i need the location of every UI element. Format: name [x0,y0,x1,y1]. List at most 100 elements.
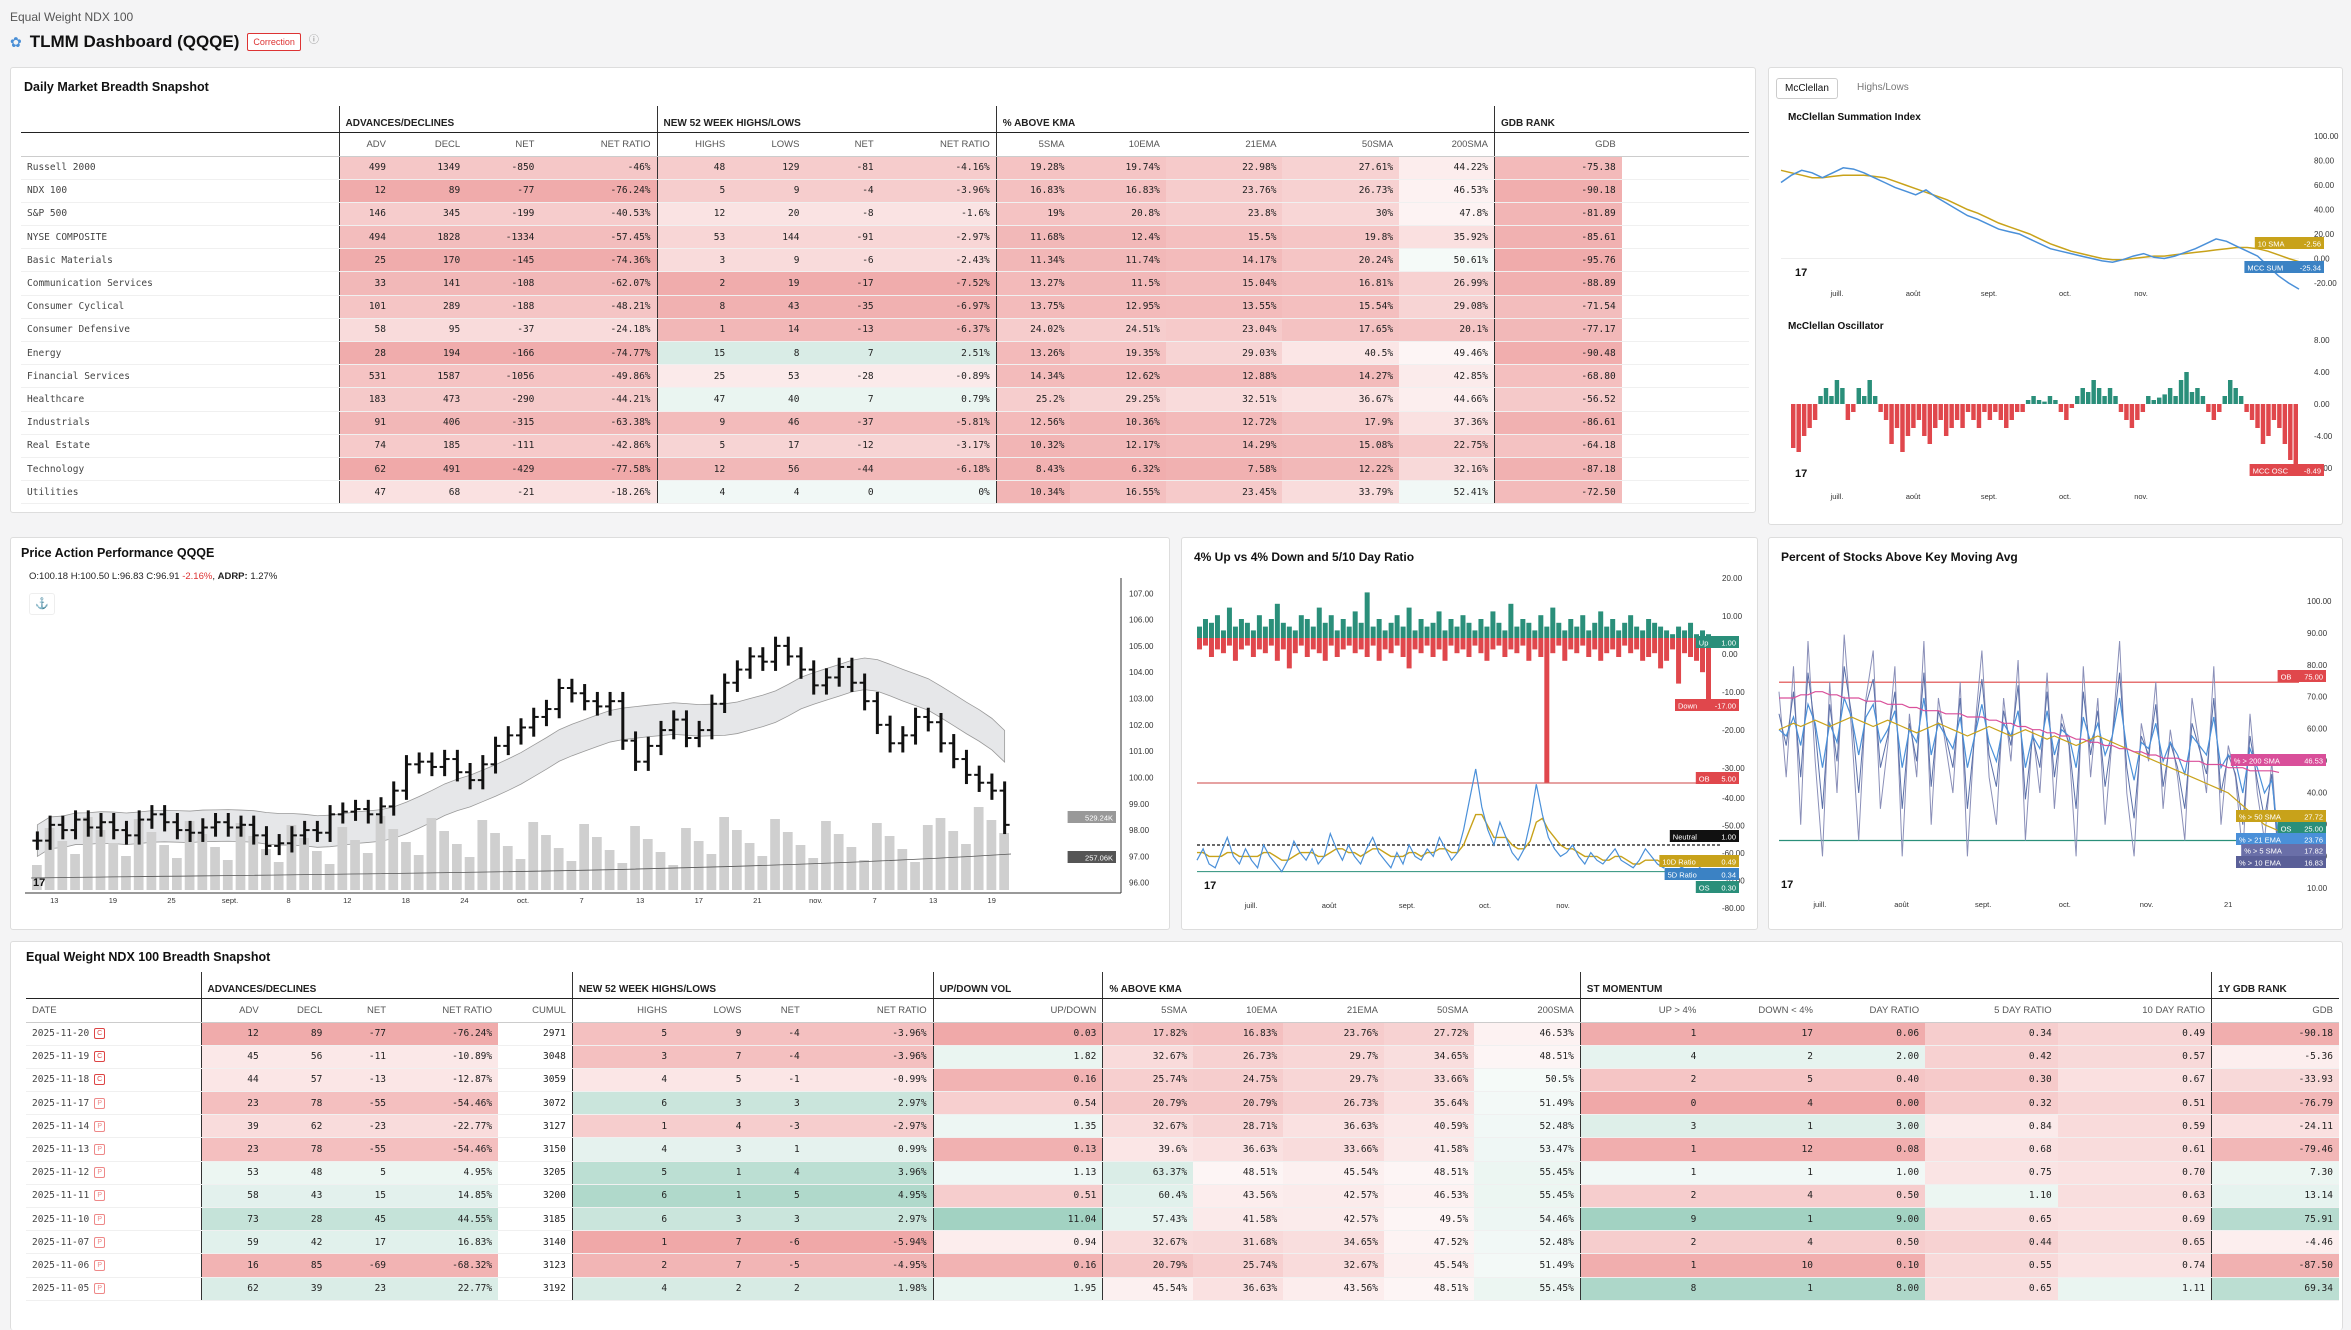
table-row[interactable]: 2025-11-11 P 58 43 15 14.85% 3200 6 1 5 4.95% 0.51 6… [26,1184,2339,1209]
table-cell: 406 [392,411,467,435]
table-cell: 0% [879,480,997,505]
table-cell: 12.56% [995,411,1071,435]
table-row[interactable]: 2025-11-07 P 59 42 17 16.83% 3140 1 7 -6 -5.94% 0.9… [26,1230,2339,1255]
col-header[interactable]: NET RATIO [879,132,997,157]
table-cell: -81.89 [1493,202,1622,227]
col-header[interactable]: 10EMA [1070,132,1166,157]
table-row[interactable]: Financial Services 531 1587 -1056 -49.86% 25 5… [21,364,1749,389]
table-row[interactable]: Real Estate 74 185 -111 -42.86% 5 17 -12 -3.17% 1… [21,434,1749,458]
table-row[interactable]: 2025-11-18 C 44 57 -13 -12.87% 3059 4 5 -1 -0.99% 0… [26,1068,2339,1093]
col-header[interactable]: UP > 4% [1579,998,1703,1023]
col-header[interactable]: LOWS [673,998,748,1023]
table-row[interactable]: 2025-11-20 C 12 89 -77 -76.24% 2971 5 9 -4 -3.96% 0… [26,1022,2339,1046]
col-header[interactable]: LOWS [731,132,806,157]
col-header[interactable]: DECL [392,132,467,157]
col-header[interactable]: 5SMA [995,132,1071,157]
table-cell: 43 [731,295,806,319]
col-header[interactable]: 21EMA [1165,132,1283,157]
osc-bar [2217,404,2222,412]
volume-bar [235,823,246,890]
col-header[interactable]: HIGHS [656,132,732,157]
table-cell: -11 [328,1045,393,1069]
up-bar [1400,626,1406,638]
table-row[interactable]: 2025-11-10 P 73 28 45 44.55% 3185 6 3 3 2.97% 11.04… [26,1207,2339,1232]
table-row[interactable]: Russell 2000 499 1349 -850 -46% 48 129 -81 -4.16… [21,156,1749,180]
osc-y-tick: 4.00 [2314,368,2330,377]
table-row[interactable]: Technology 62 491 -429 -77.58% 12 56 -44 -6.18% 8… [21,457,1749,482]
ohlc-bar [796,647,806,679]
table-row[interactable]: 2025-11-19 C 45 56 -11 -10.89% 3048 3 7 -4 -3.96% 1… [26,1045,2339,1069]
updown-chart[interactable]: 20.00 10.00 0.00 -10.00 -20.00 -30.00 Up 1.00 Do… [1182,538,1758,930]
table-cell: -7.52% [879,271,997,296]
table-row[interactable]: 2025-11-17 P 23 78 -55 -54.46% 3072 6 3 3 2.97% 0.5… [26,1091,2339,1116]
table-row[interactable]: 2025-11-05 P 62 39 23 22.77% 3192 4 2 2 1.98% 1.95 4… [26,1277,2339,1301]
price-x-label: 7 [580,896,584,905]
col-header[interactable]: NET RATIO [392,998,499,1023]
table-row[interactable]: 2025-11-06 P 16 85 -69 -68.32% 3123 2 7 -5 -4.95% 0… [26,1253,2339,1278]
col-header[interactable]: NET [466,132,541,157]
up-tag: Up 1.00 [1695,636,1739,648]
col-header[interactable]: NET [805,132,880,157]
status-badge[interactable]: Correction [247,33,301,51]
price-chart[interactable]: 107.00 106.00 105.00 104.00 103.00 102.00 101.… [11,538,1170,930]
table-row[interactable]: S&P 500 146 345 -199 -40.53% 12 20 -8 -1.6% 19% 20… [21,202,1749,227]
table-row[interactable]: 2025-11-12 P 53 48 5 4.95% 3205 5 1 4 3.96% 1.13 63.… [26,1161,2339,1185]
mcclellan-charts[interactable]: 100.00 80.00 60.00 40.00 20.00 0.00 -20.00 juil… [1769,68,2343,525]
table-cell: 7.58% [1165,457,1283,482]
tab-highs-lows[interactable]: Highs/Lows [1857,82,1909,93]
col-header[interactable]: DATE [26,998,202,1023]
volume-bar [464,857,475,890]
col-header[interactable]: 10EMA [1193,998,1284,1023]
col-header[interactable]: 50SMA [1384,998,1475,1023]
info-icon[interactable]: ⓘ [308,34,319,46]
table-row[interactable]: Utilities 47 68 -21 -18.26% 4 4 0 0% 10.34% 16.55%… [21,480,1749,505]
up-bar [1322,622,1328,638]
col-header[interactable]: ADV [200,998,265,1023]
percent-ma-chart[interactable]: 100.0090.0080.0070.0060.0050.0040.0030.0… [1769,538,2343,930]
col-header[interactable]: NET [747,998,806,1023]
table-cell: 0.74 [2057,1253,2212,1278]
col-header[interactable]: DAY RATIO [1819,998,1926,1023]
table-row[interactable]: 2025-11-14 P 39 62 -23 -22.77% 3127 1 4 -3 -2.97% 1… [26,1114,2339,1139]
group-hl: NEW 52 WEEK HIGHS/LOWS [656,106,997,133]
table-row[interactable]: Consumer Defensive 58 95 -37 -24.18% 1 14 -13 -6… [21,318,1749,343]
volume-bar [592,837,602,890]
col-header[interactable]: 5 DAY RATIO [1925,998,2058,1023]
table-row[interactable]: NDX 100 12 89 -77 -76.24% 5 9 -4 -3.96% 16.83% 16.… [21,179,1749,203]
table-cell: 33 [338,271,392,296]
col-header[interactable]: UP/DOWN [932,998,1103,1023]
col-header[interactable]: CUMUL [498,998,573,1023]
col-header[interactable]: 50SMA [1282,132,1400,157]
col-header[interactable]: 200SMA [1399,132,1495,157]
col-header[interactable]: GDB [2211,998,2339,1023]
table-cell: 0.42 [1925,1045,2058,1069]
col-header[interactable]: NET RATIO [540,132,658,157]
table-row[interactable]: Healthcare 183 473 -290 -44.21% 47 40 7 0.79% 25.… [21,387,1749,412]
table-cell: 4 [747,1161,806,1185]
col-header[interactable]: NET [328,998,393,1023]
table-row[interactable]: NYSE COMPOSITE 494 1828 -1334 -57.45% 53 144 -9… [21,225,1749,250]
col-header[interactable]: DOWN < 4% [1702,998,1819,1023]
down-bar [1682,638,1688,654]
anchor-button[interactable]: ⚓ [29,593,55,615]
table-row[interactable]: Communication Services 33 141 -108 -62.07% 2 1… [21,271,1749,296]
table-row[interactable]: Industrials 91 406 -315 -63.38% 9 46 -37 -5.81% 1… [21,411,1749,435]
col-header[interactable]: 5SMA [1102,998,1194,1023]
col-header[interactable]: 10 DAY RATIO [2057,998,2212,1023]
col-header[interactable]: DECL [264,998,329,1023]
table-row[interactable]: Energy 28 194 -166 -74.77% 15 8 7 2.51% 13.26% 19.… [21,341,1749,366]
down-bar [1676,638,1682,684]
table-cell: -90.48 [1493,341,1622,366]
table-row[interactable]: Basic Materials 25 170 -145 -74.36% 3 9 -6 -2.43… [21,248,1749,273]
col-header[interactable]: NET RATIO [805,998,934,1023]
col-header[interactable]: GDB [1493,132,1622,157]
col-header[interactable]: HIGHS [571,998,674,1023]
osc-bar [1862,396,1867,404]
tab-mcclellan[interactable]: McClellan [1776,78,1838,99]
table-row[interactable]: Consumer Cyclical 101 289 -188 -48.21% 8 43 -35… [21,295,1749,319]
table-row[interactable]: 2025-11-13 P 23 78 -55 -54.46% 3150 4 3 1 0.99% 0.1… [26,1137,2339,1162]
col-header[interactable]: ADV [338,132,392,157]
table-cell: 129 [731,156,806,180]
col-header[interactable]: 200SMA [1474,998,1581,1023]
col-header[interactable]: 21EMA [1283,998,1384,1023]
